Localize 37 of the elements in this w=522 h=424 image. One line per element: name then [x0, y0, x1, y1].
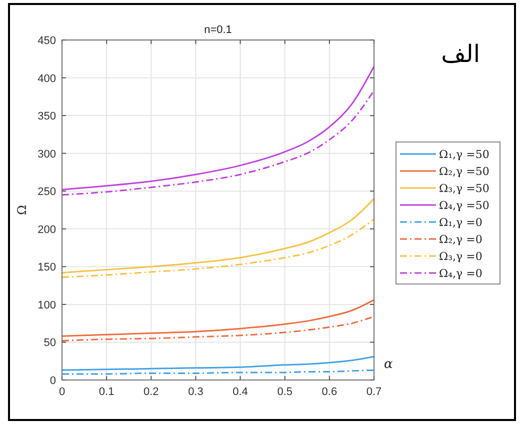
line-series [61, 66, 375, 190]
legend-label: Ω₄,γ =0 [439, 267, 482, 280]
legend-label: Ω₄,γ =50 [439, 199, 490, 212]
line-series [61, 316, 375, 342]
legend-label: Ω₂,γ =50 [439, 165, 490, 178]
y-axis-title: Ω [15, 204, 29, 215]
text: الف [441, 40, 480, 68]
x-tick-label: 0.4 [232, 386, 248, 398]
x-tick-label: 0.1 [98, 386, 114, 398]
x-tick-label: 0.7 [366, 386, 382, 398]
legend-label: Ω₁,γ =0 [439, 216, 482, 229]
x-tick-label: 0.2 [143, 386, 159, 398]
line-series [61, 198, 375, 274]
x-tick-label: 0 [58, 386, 66, 398]
y-tick-label: 50 [44, 337, 56, 350]
chart-title: n=0.1 [204, 24, 232, 36]
line-series [61, 356, 375, 371]
y-tick-label: 400 [38, 72, 56, 85]
x-axis-title: α [384, 357, 393, 372]
y-tick-label: 150 [38, 262, 56, 274]
y-tick-label: 200 [38, 224, 56, 236]
y-tick-label: 250 [38, 186, 56, 198]
x-tick-label: 0.5 [277, 386, 293, 398]
legend-label: Ω₁,γ =50 [439, 148, 490, 161]
line-series [61, 299, 375, 337]
y-tick-label: 0 [50, 375, 56, 387]
x-tick-label: 0.3 [188, 386, 204, 398]
legend-label: Ω₃,γ =0 [439, 250, 482, 263]
y-tick-label: 350 [38, 110, 56, 123]
legend-label: Ω₃,γ =50 [439, 182, 490, 195]
y-tick-label: 300 [38, 148, 56, 160]
line-series [61, 218, 375, 278]
line-series [61, 90, 375, 196]
x-tick-label: 0.6 [322, 386, 338, 398]
y-tick-label: 450 [38, 35, 56, 47]
y-tick-label: 100 [38, 299, 56, 312]
legend-label: Ω₂,γ =0 [439, 233, 482, 246]
